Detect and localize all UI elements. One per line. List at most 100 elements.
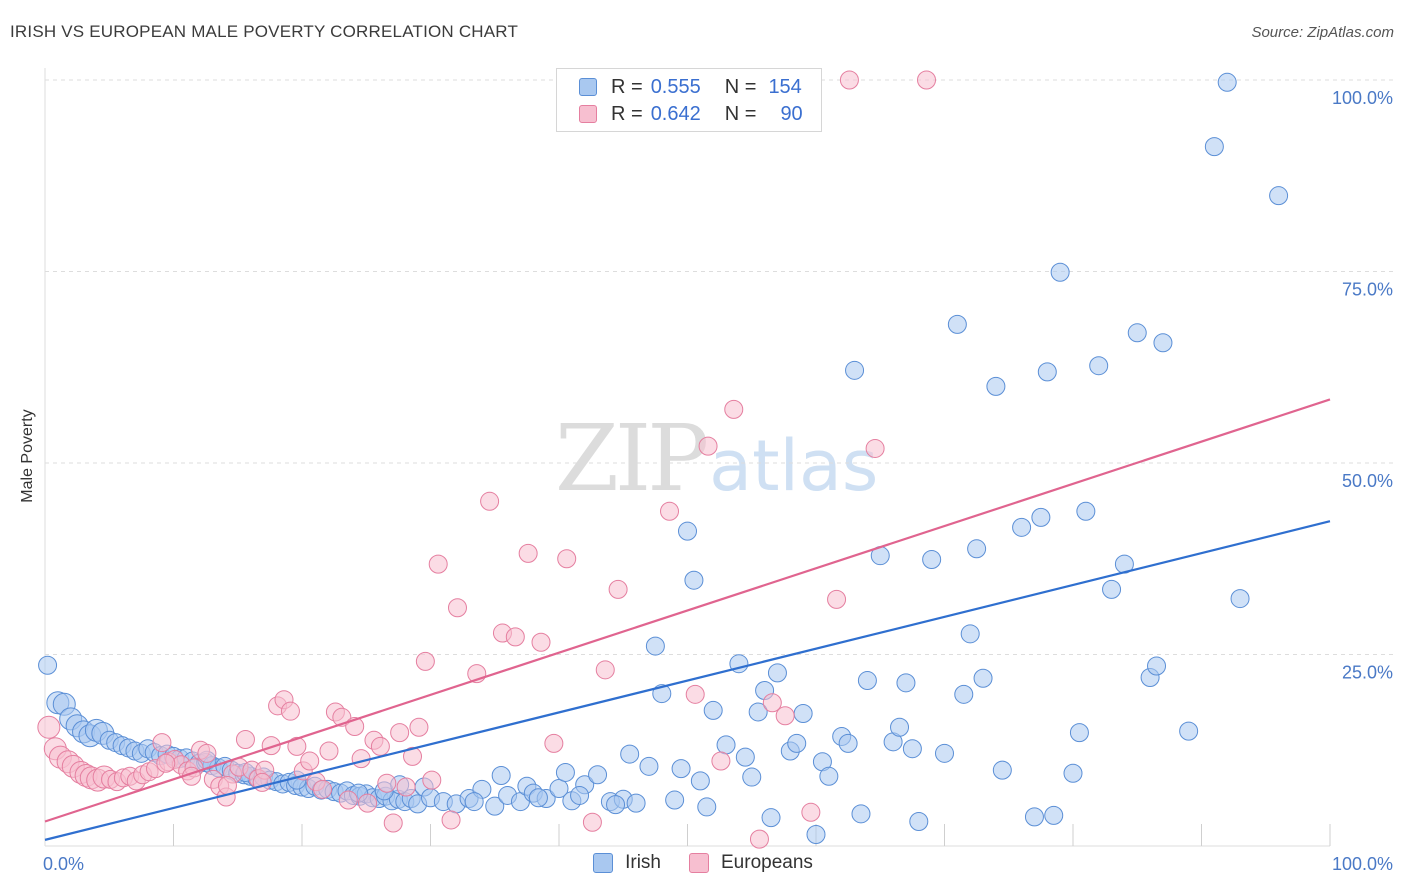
y-tick-labels: 25.0% 50.0% 75.0% 100.0% (1332, 88, 1393, 683)
europeans-point (377, 773, 397, 793)
irish-point (645, 636, 665, 656)
europeans-point (156, 753, 176, 773)
europeans-point (370, 736, 390, 756)
watermark-zip: ZIP (555, 405, 709, 512)
europeans-point (37, 715, 61, 739)
europeans-point (698, 436, 718, 456)
europeans-point (865, 438, 885, 458)
irish-point (851, 804, 871, 824)
europeans-point (313, 779, 333, 799)
irish-point (857, 671, 877, 691)
chart-title: IRISH VS EUROPEAN MALE POVERTY CORRELATI… (10, 22, 519, 41)
europeans-point (252, 772, 272, 792)
irish-point (1031, 507, 1051, 527)
legend-europeans-r-label: R = (611, 102, 643, 125)
irish-point (1069, 723, 1089, 743)
irish-point (464, 792, 484, 812)
europeans-point (505, 627, 525, 647)
irish-point (1050, 262, 1070, 282)
europeans-point (415, 651, 435, 671)
irish-point (819, 766, 839, 786)
legend-irish-n-value: 154 (768, 75, 802, 98)
watermark: ZIPatlas (555, 405, 878, 512)
irish-point (973, 668, 993, 688)
irish-point (1024, 807, 1044, 827)
europeans-point (711, 751, 731, 771)
europeans-point (280, 701, 300, 721)
europeans-point (409, 717, 429, 737)
irish-point (684, 570, 704, 590)
irish-point (1044, 805, 1064, 825)
irish-point (697, 797, 717, 817)
irish-point (690, 771, 710, 791)
irish-point (890, 717, 910, 737)
europeans-point (582, 812, 602, 832)
europeans-point (383, 813, 403, 833)
europeans-point (447, 598, 467, 618)
europeans-point (608, 579, 628, 599)
irish-point (960, 624, 980, 644)
irish-trend-line (44, 520, 1331, 841)
irish-point (845, 360, 865, 380)
irish-point (1230, 589, 1250, 609)
source-label: Source: ZipAtlas.com (1251, 24, 1394, 41)
irish-point (555, 762, 575, 782)
irish-point (1089, 356, 1109, 376)
europeans-point (396, 777, 416, 797)
irish-point (767, 663, 787, 683)
series-legend: Irish Europeans (0, 852, 1406, 874)
legend-europeans-name: Europeans (721, 852, 813, 873)
irish-point (806, 825, 826, 845)
irish-point (588, 765, 608, 785)
irish-point (1063, 763, 1083, 783)
europeans-point (724, 399, 744, 419)
irish-point (896, 673, 916, 693)
irish-point (665, 790, 685, 810)
irish-point (787, 733, 807, 753)
irish-point (716, 735, 736, 755)
europeans-point (319, 741, 339, 761)
europeans-point (801, 802, 821, 822)
irish-point (528, 788, 548, 808)
irish-legend-swatch (593, 853, 614, 873)
irish-point (909, 811, 929, 831)
europeans-point (749, 829, 769, 849)
europeans-point (428, 554, 448, 574)
irish-point (838, 733, 858, 753)
europeans-point (762, 693, 782, 713)
irish-point (639, 756, 659, 776)
europeans-point (827, 589, 847, 609)
y-tick-label: 25.0% (1342, 663, 1393, 683)
europeans-swatch (579, 105, 597, 123)
europeans-point (544, 733, 564, 753)
irish-point (902, 739, 922, 759)
irish-point (935, 743, 954, 763)
irish-point (1269, 186, 1289, 206)
x-tick-label-min: 0.0% (43, 854, 84, 874)
europeans-point (300, 751, 320, 771)
europeans-trend-line (44, 398, 1331, 823)
irish-point (1153, 333, 1173, 353)
europeans-point (261, 736, 281, 756)
irish-point (549, 779, 569, 799)
irish-point (485, 796, 505, 816)
irish-point (992, 760, 1012, 780)
y-tick-label: 50.0% (1342, 471, 1393, 491)
legend-europeans-n-label: N = (724, 102, 757, 125)
irish-point (947, 314, 967, 334)
legend-row-europeans: R = 0.642 N = 90 (579, 102, 803, 126)
europeans-point (338, 790, 358, 810)
europeans-point (917, 70, 937, 90)
europeans-point (685, 684, 705, 704)
irish-point (703, 700, 723, 720)
irish-point (748, 702, 768, 722)
x-axis-ticks (173, 824, 1331, 846)
europeans-point (557, 549, 577, 569)
irish-point (761, 808, 781, 828)
europeans-point (351, 749, 371, 769)
europeans-point (531, 632, 551, 652)
x-tick-labels: 0.0% 100.0% (43, 854, 1393, 874)
europeans-points (37, 70, 937, 849)
europeans-point (287, 736, 307, 756)
irish-point (1102, 579, 1122, 599)
